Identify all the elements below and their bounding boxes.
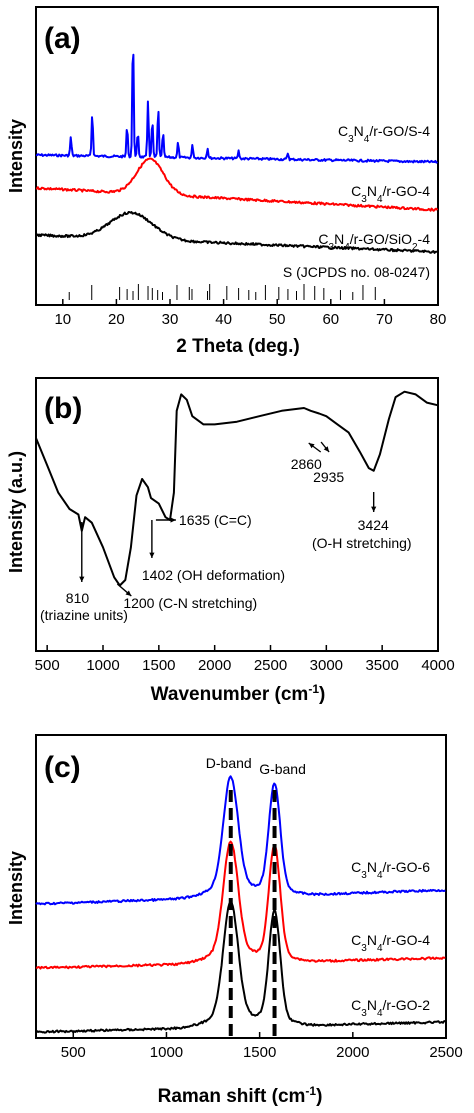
panel-b-x-tick-label-3500: 3500 — [365, 657, 398, 674]
panel-a-series-label-2: C3N4/r-GO/SiO2-4 — [318, 231, 430, 253]
panel-c-band-label-1: G-band — [259, 761, 306, 777]
panel-b-curves — [35, 390, 439, 587]
panel-b-annotation-7: 3424 — [358, 517, 389, 533]
panel-b-annotation-0: 810 — [66, 590, 90, 606]
panel-a-x-tick-label-80: 80 — [430, 311, 447, 328]
panel-a-x-tick-label-50: 50 — [269, 311, 286, 328]
panel-b-annotation-8: (O-H stretching) — [312, 535, 412, 551]
panel-c-frame — [35, 734, 447, 1039]
panel-a-x-tick-label-70: 70 — [376, 311, 393, 328]
panel-b-x-tick-label-1000: 1000 — [86, 657, 119, 674]
panel-b-arrow-1200-head — [125, 590, 132, 596]
panel-b-arrow-3424-head — [371, 506, 377, 512]
panel-b-arrow-1402-head — [149, 552, 155, 558]
panel-a-series-label-0: C3N4/r-GO/S-4 — [338, 123, 430, 145]
panel-c-series-label-1: C3N4/r-GO-4 — [351, 932, 430, 954]
panel-b-arrow-810-head — [79, 576, 85, 582]
panel-b-x-tick-label-2000: 2000 — [198, 657, 231, 674]
panel-b-x-tick-label-500: 500 — [35, 657, 60, 674]
panel-b-arrow-2935-head — [323, 446, 330, 452]
panel-c-xlabel: Raman shift (cm-1) — [158, 1084, 323, 1107]
panel-c-x-tick-label-2000: 2000 — [336, 1044, 369, 1061]
panel-c-curves — [35, 775, 446, 1034]
panel-b-annotation-6: 2935 — [313, 469, 344, 485]
panel-a-label: (a) — [44, 22, 81, 55]
panel-b-x-ticks: 500 1000 1500 2000 2500 3000 3500 4000 — [35, 645, 455, 674]
panel-c-curve-2 — [35, 901, 446, 1034]
panel-a-x-ticks: 10 20 30 40 50 60 70 80 — [54, 299, 446, 328]
panel-a-curves — [35, 53, 439, 254]
panel-c-band-label-0: D-band — [206, 755, 252, 771]
panel-b-x-tick-label-3000: 3000 — [310, 657, 343, 674]
panel-b-annotation-1: (triazine units) — [40, 607, 128, 623]
panel-b-annotation-3: 1402 (OH deformation) — [142, 567, 285, 583]
panel-a-series-labels: C3N4/r-GO/S-4 C3N4/r-GO-4 C3N4/r-GO/SiO2-4 — [318, 123, 430, 253]
panel-a-x-tick-label-40: 40 — [215, 311, 232, 328]
panel-a-curve-2 — [35, 211, 438, 254]
panel-b-x-tick-label-1500: 1500 — [142, 657, 175, 674]
panel-b-curve — [35, 390, 439, 587]
panel-a: (a) Intensity 2 Theta (deg.) 10 20 30 40 50 6… — [6, 6, 446, 357]
panel-c-x-tick-label-1000: 1000 — [150, 1044, 183, 1061]
panel-c-x-tick-label-2500: 2500 — [429, 1044, 462, 1061]
panel-b-frame — [35, 377, 439, 652]
panel-a-curve-1 — [35, 157, 439, 212]
panel-a-x-tick-label-60: 60 — [322, 311, 339, 328]
panel-a-curve-0 — [35, 53, 439, 164]
panel-a-x-tick-label-30: 30 — [162, 311, 179, 328]
panel-c-x-ticks: 500 1000 1500 2000 2500 — [61, 1032, 463, 1061]
panel-a-reference-lines — [68, 284, 376, 300]
panel-c-ylabel: Intensity — [6, 851, 26, 925]
panel-b-x-tick-label-4000: 4000 — [421, 657, 454, 674]
panel-b-annotation-4: 1635 (C=C) — [179, 512, 252, 528]
panel-a-x-tick-label-20: 20 — [108, 311, 125, 328]
panel-c-series-label-2: C3N4/r-GO-2 — [351, 997, 430, 1019]
panel-b-ylabel: Intensity (a.u.) — [6, 451, 26, 573]
panel-c-label: (c) — [44, 751, 81, 784]
panel-b-label: (b) — [44, 392, 82, 425]
panel-c: (c) Intensity Raman shift (cm-1) 500 1000… — [6, 734, 463, 1107]
panel-b-annotations: 810(triazine units)1200 (C-N stretching)… — [40, 441, 412, 623]
panel-c-curve-0 — [35, 775, 446, 906]
panel-b-xlabel: Wavenumber (cm-1) — [151, 682, 326, 705]
panel-b-annotation-2: 1200 (C-N stretching) — [123, 595, 257, 611]
panel-a-xlabel: 2 Theta (deg.) — [176, 336, 300, 357]
panel-c-curve-1 — [35, 840, 446, 970]
panel-c-series-labels: C3N4/r-GO-6 C3N4/r-GO-4 C3N4/r-GO-2 — [351, 859, 430, 1019]
panel-c-x-tick-label-1500: 1500 — [243, 1044, 276, 1061]
panel-c-band-markers: D-band G-band — [206, 755, 306, 1036]
panel-b: (b) Intensity (a.u.) Wavenumber (cm-1) 5… — [6, 377, 455, 705]
panel-a-series-label-1: C3N4/r-GO-4 — [351, 183, 430, 205]
panel-a-ylabel: Intensity — [6, 119, 26, 193]
panel-b-arrow-1635-head — [170, 517, 176, 523]
panel-c-x-tick-label-500: 500 — [61, 1044, 86, 1061]
panel-b-x-tick-label-2500: 2500 — [254, 657, 287, 674]
panel-a-x-tick-label-10: 10 — [54, 311, 71, 328]
panel-c-series-label-0: C3N4/r-GO-6 — [351, 859, 430, 881]
panel-b-arrow-2860-head — [308, 443, 315, 449]
panel-a-reference-label: S (JCPDS no. 08-0247) — [283, 264, 430, 280]
panel-b-annotation-5: 2860 — [291, 456, 322, 472]
